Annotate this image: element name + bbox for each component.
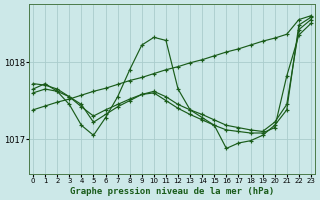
X-axis label: Graphe pression niveau de la mer (hPa): Graphe pression niveau de la mer (hPa) bbox=[70, 187, 274, 196]
